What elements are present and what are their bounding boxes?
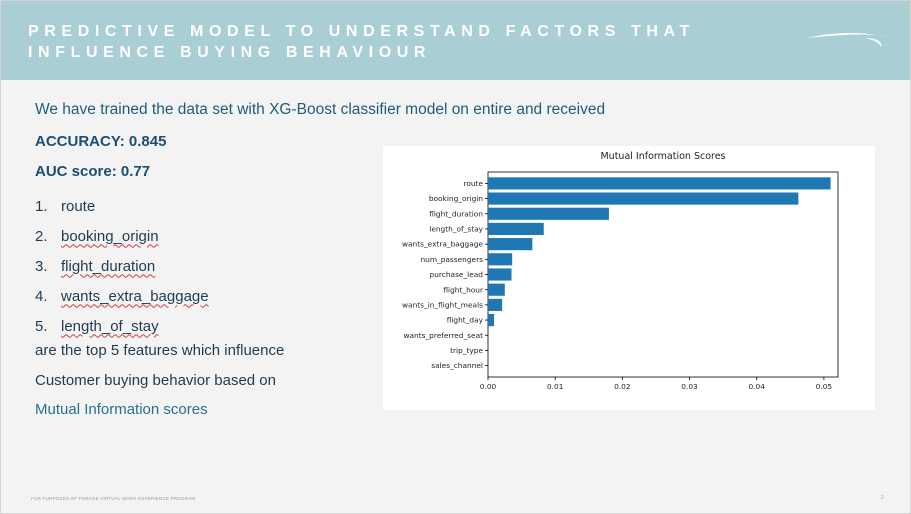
feature-label: route	[61, 197, 96, 215]
y-tick-label: num_passengers	[420, 255, 483, 264]
bar	[488, 253, 513, 266]
x-tick-label: 0.00	[480, 382, 497, 391]
x-tick-label: 0.02	[614, 382, 630, 391]
list-number: 2.	[35, 227, 48, 245]
feature-label: wants_extra_baggage	[61, 287, 209, 305]
x-tick-label: 0.05	[816, 382, 833, 391]
y-tick-label: flight_hour	[443, 285, 484, 294]
y-tick-label: wants_in_flight_meals	[402, 300, 483, 309]
bar	[488, 283, 505, 296]
list-number: 1.	[35, 197, 48, 215]
slide-title: PREDICTIVE MODEL TO UNDERSTAND FACTORS T…	[28, 23, 695, 61]
y-tick-label: flight_duration	[429, 209, 483, 218]
intro-text: We have trained the data set with XG-Boo…	[35, 101, 606, 118]
chart-title: Mutual Information Scores	[600, 151, 725, 162]
page-number: 2	[881, 495, 884, 501]
chart-canvas: Mutual Information Scores route booking_or…	[402, 151, 839, 391]
y-tick-label: wants_extra_baggage	[402, 240, 483, 249]
conclusion-line-1: are the top 5 features which influence	[35, 342, 285, 359]
top-features-list: 1. route 2. booking_origin 3. flight_dur…	[35, 191, 209, 341]
y-tick-label: length_of_stay	[429, 225, 483, 234]
mutual-information-chart: Mutual Information Scores route booking_or…	[383, 146, 875, 410]
list-item: 1. route	[35, 191, 209, 221]
y-tick-label: sales_channel	[431, 361, 483, 370]
y-tick-label: route	[463, 179, 483, 188]
y-tick-label: wants_preferred_seat	[403, 331, 483, 340]
list-item: 3. flight_duration	[35, 251, 209, 281]
header-band: PREDICTIVE MODEL TO UNDERSTAND FACTORS T…	[1, 1, 910, 80]
list-number: 5.	[35, 317, 48, 335]
list-number: 3.	[35, 257, 48, 275]
list-item: 5. length_of_stay	[35, 311, 209, 341]
list-item: 2. booking_origin	[35, 221, 209, 251]
bar	[488, 207, 609, 220]
feature-label: flight_duration	[61, 257, 156, 275]
y-tick-label: purchase_lead	[430, 270, 484, 279]
bar	[488, 313, 495, 327]
bar	[488, 222, 544, 236]
auc-label: AUC score: 0.77	[35, 163, 151, 180]
x-tick-label: 0.03	[681, 382, 698, 391]
bar	[488, 177, 831, 190]
y-tick-label: trip_type	[450, 346, 483, 355]
conclusion-line-3: Mutual Information scores	[35, 401, 208, 418]
bar	[488, 268, 512, 281]
speedmarque-logo-icon	[807, 32, 885, 47]
feature-label: booking_origin	[61, 227, 159, 245]
accuracy-label: ACCURACY: 0.845	[35, 133, 167, 150]
y-tick-label: flight_day	[447, 316, 484, 325]
list-item: 4. wants_extra_baggage	[35, 281, 209, 311]
x-tick-label: 0.04	[748, 382, 765, 391]
bar	[488, 238, 533, 251]
footer-note: FOR PURPOSES OF FORAGE VIRTUAL WORK EXPE…	[31, 496, 196, 501]
x-tick-label: 0.01	[547, 382, 564, 391]
y-tick-label: booking_origin	[429, 194, 483, 203]
conclusion-line-2: Customer buying behavior based on	[35, 372, 276, 389]
bar	[488, 298, 503, 311]
list-number: 4.	[35, 287, 48, 305]
bar	[488, 192, 799, 205]
feature-label: length_of_stay	[61, 317, 159, 335]
